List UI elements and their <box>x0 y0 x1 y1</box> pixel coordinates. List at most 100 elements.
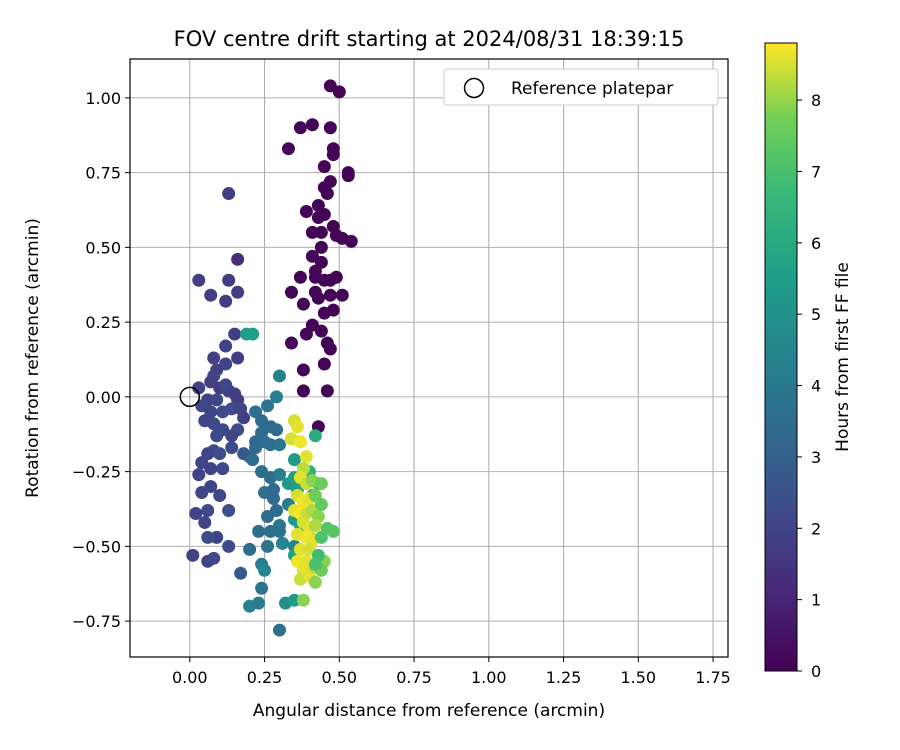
y-tick-label: 0.50 <box>85 238 121 257</box>
data-point <box>296 384 310 398</box>
colorbar-tick-label: 0 <box>811 662 821 681</box>
colorbar-tick-label: 4 <box>811 377 821 396</box>
data-point <box>237 411 251 425</box>
colorbar-tick-label: 2 <box>811 519 821 538</box>
data-point <box>314 225 328 239</box>
data-point <box>320 384 334 398</box>
data-point <box>341 169 355 183</box>
data-point <box>192 468 206 482</box>
y-tick-label: −0.50 <box>72 537 121 556</box>
data-point <box>314 477 328 491</box>
data-point <box>273 369 286 383</box>
data-point <box>213 447 227 461</box>
x-tick-label: 0.00 <box>172 668 208 687</box>
data-point <box>219 339 233 353</box>
data-point <box>308 557 322 571</box>
data-point <box>201 503 215 517</box>
x-tick-label: 0.25 <box>247 668 283 687</box>
data-point <box>284 336 298 350</box>
data-point <box>207 351 221 365</box>
x-tick-label: 1.50 <box>620 668 656 687</box>
data-point <box>326 524 340 538</box>
data-point <box>243 542 257 556</box>
data-point <box>192 273 206 287</box>
data-point <box>270 390 284 404</box>
data-point <box>317 207 331 221</box>
colorbar-tick-label: 8 <box>811 91 821 110</box>
data-point <box>246 453 260 467</box>
colorbar-tick-label: 7 <box>811 162 821 181</box>
y-tick-label: 0.00 <box>85 388 121 407</box>
data-point <box>252 596 266 610</box>
data-point <box>323 121 337 135</box>
x-tick-label: 0.75 <box>396 668 432 687</box>
data-point <box>222 273 236 287</box>
x-axis-ticks: 0.00 0.25 0.50 0.75 1.00 1.25 1.50 1.75 <box>172 657 731 687</box>
data-point <box>323 288 337 302</box>
data-point <box>308 429 322 443</box>
data-point <box>320 187 334 201</box>
data-point <box>317 160 331 174</box>
data-point <box>186 548 200 562</box>
colorbar: 0 1 2 3 4 5 6 7 8 Hours from first FF file <box>764 42 853 681</box>
legend-marker-icon <box>463 77 485 99</box>
data-point <box>273 468 286 482</box>
data-point <box>270 423 284 437</box>
data-point <box>222 503 236 517</box>
data-point <box>275 536 289 550</box>
y-tick-label: 0.25 <box>85 313 121 332</box>
data-point <box>267 483 281 497</box>
y-axis-label: Rotation from reference (arcmin) <box>23 218 43 498</box>
data-point <box>281 142 295 156</box>
data-point <box>252 524 266 538</box>
reference-point <box>179 386 201 408</box>
data-point <box>210 429 224 443</box>
data-point <box>231 285 245 299</box>
legend: Reference platepar <box>443 68 719 106</box>
data-point <box>299 204 313 218</box>
plot-frame <box>129 58 729 658</box>
data-point <box>287 593 301 607</box>
data-point <box>258 563 272 577</box>
x-tick-label: 0.50 <box>321 668 357 687</box>
y-tick-label: 0.75 <box>85 164 121 183</box>
data-point <box>296 593 310 607</box>
data-point <box>273 623 286 637</box>
data-point <box>210 530 224 544</box>
y-tick-label: −0.25 <box>72 463 121 482</box>
data-point <box>293 435 307 449</box>
data-point <box>314 530 328 544</box>
data-point <box>219 294 233 308</box>
data-point <box>228 327 242 341</box>
data-point <box>326 148 340 162</box>
colorbar-gradient <box>764 42 798 672</box>
y-axis-ticks: −0.75 −0.50 −0.25 0.00 0.25 0.50 0.75 1.00 <box>72 89 130 631</box>
data-point <box>231 351 245 365</box>
data-point <box>246 327 260 341</box>
data-point <box>332 85 346 99</box>
x-axis-label: Angular distance from reference (arcmin) <box>253 701 605 721</box>
data-point <box>317 357 331 371</box>
data-point <box>273 438 286 452</box>
data-point <box>261 399 275 413</box>
data-point <box>287 453 301 467</box>
data-points <box>186 79 358 637</box>
data-point <box>204 288 218 302</box>
data-point <box>305 225 319 239</box>
data-point <box>296 363 310 377</box>
data-point <box>201 530 215 544</box>
data-point <box>273 524 286 538</box>
data-point <box>225 441 239 455</box>
data-point <box>255 581 269 595</box>
data-point <box>264 438 278 452</box>
legend-box <box>443 68 719 106</box>
data-point <box>344 234 358 248</box>
chart-title: FOV centre drift starting at 2024/08/31 … <box>174 27 685 51</box>
data-point <box>293 121 307 135</box>
data-point <box>284 285 298 299</box>
colorbar-tick-label: 6 <box>811 234 821 253</box>
data-point <box>314 498 328 512</box>
data-point <box>323 175 337 189</box>
data-point <box>192 381 206 395</box>
